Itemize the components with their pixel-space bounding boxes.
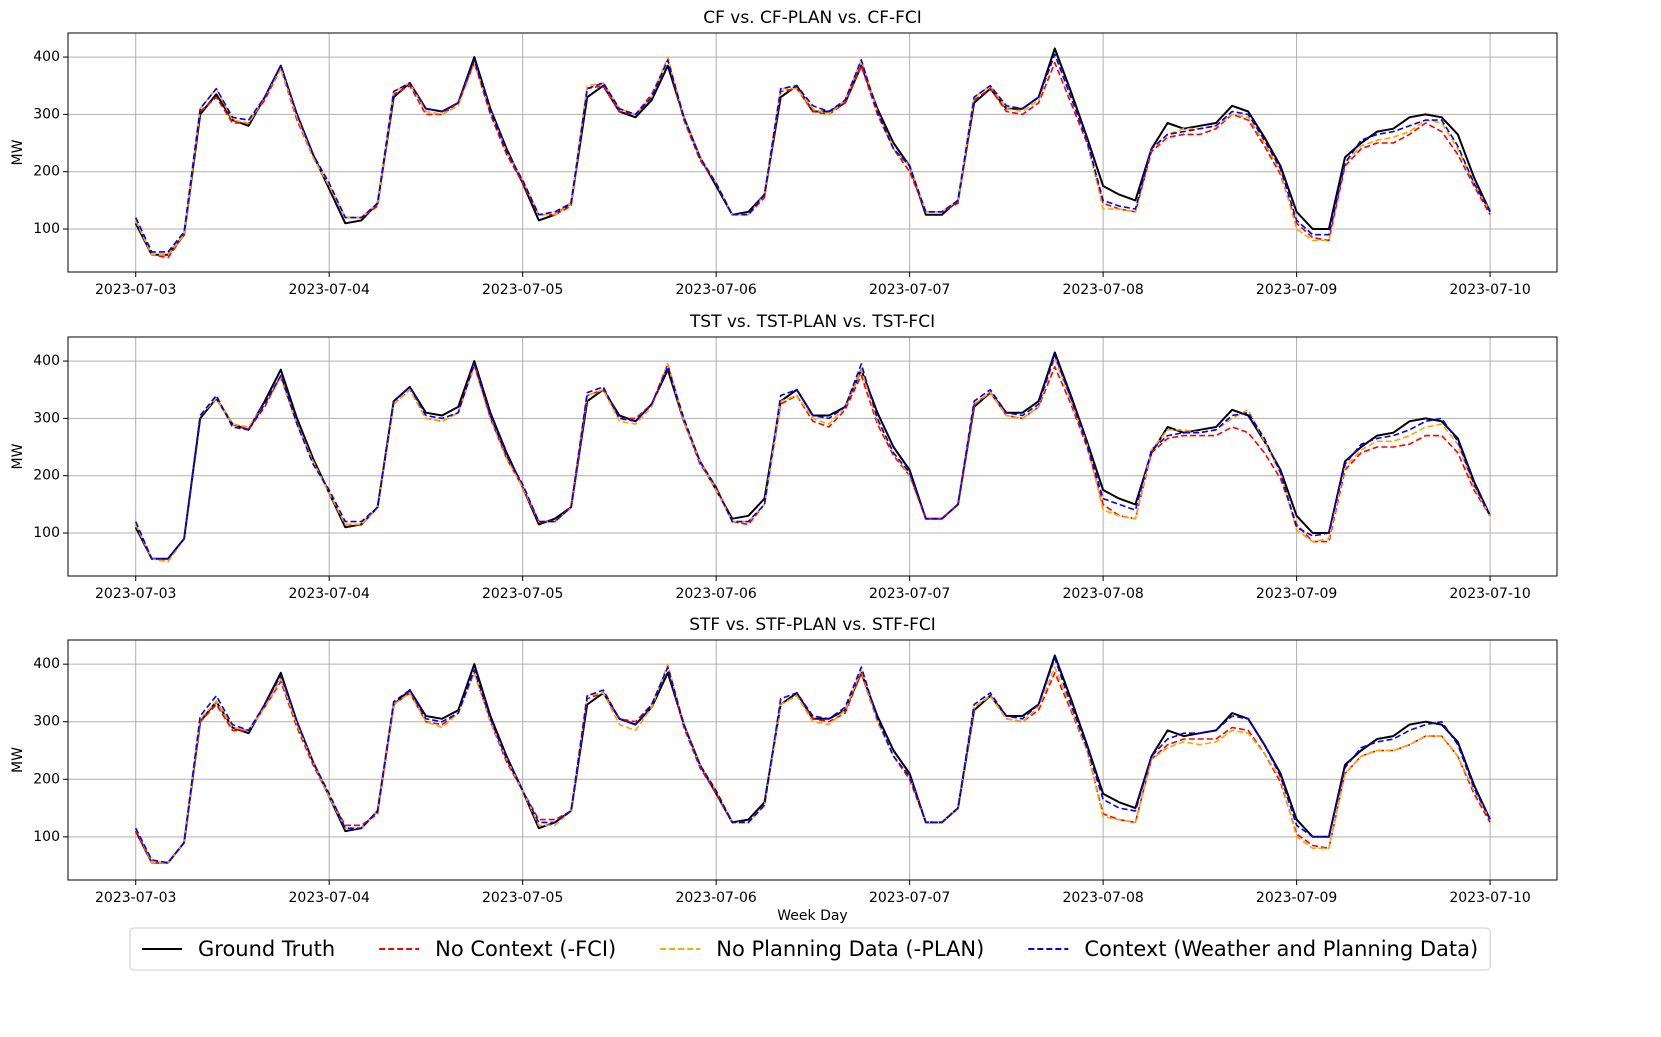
x-tick-label: 2023-07-06 xyxy=(675,586,756,602)
y-axis-label: MW xyxy=(10,443,26,469)
y-tick-label: 400 xyxy=(33,353,60,369)
y-axis-label: MW xyxy=(10,139,26,165)
series-line xyxy=(134,657,1491,864)
y-tick-label: 300 xyxy=(33,714,60,730)
series-line xyxy=(134,363,1491,563)
x-tick-label: 2023-07-08 xyxy=(1062,890,1143,906)
plot-area xyxy=(68,640,1557,880)
y-tick-label: 300 xyxy=(33,410,60,426)
series-line xyxy=(134,53,1491,253)
x-tick-label: 2023-07-09 xyxy=(1256,586,1337,602)
x-tick-label: 2023-07-04 xyxy=(289,586,370,602)
x-tick-label: 2023-07-08 xyxy=(1062,282,1143,298)
x-tick-label: 2023-07-10 xyxy=(1449,282,1530,298)
y-tick-label: 300 xyxy=(33,106,60,122)
x-tick-label: 2023-07-10 xyxy=(1449,890,1530,906)
x-tick-label: 2023-07-03 xyxy=(95,282,176,298)
x-axis-label: Week Day xyxy=(777,908,847,924)
y-tick-label: 200 xyxy=(33,771,60,787)
legend-label: No Planning Data (-PLAN) xyxy=(716,937,984,961)
y-tick-label: 200 xyxy=(33,468,60,484)
x-tick-label: 2023-07-09 xyxy=(1256,282,1337,298)
y-tick-label: 100 xyxy=(33,221,60,237)
y-tick-label: 100 xyxy=(33,829,60,845)
x-tick-label: 2023-07-07 xyxy=(869,282,950,298)
x-tick-label: 2023-07-04 xyxy=(289,890,370,906)
legend-label: No Context (-FCI) xyxy=(435,937,616,961)
legend: Ground Truth No Context (-FCI) No Planning… xyxy=(129,927,1491,971)
panel: 2023-07-03 2023-07-04 2023-07-05 2023-07-06… xyxy=(10,8,1558,298)
legend-label: Ground Truth xyxy=(198,937,335,961)
x-tick-label: 2023-07-06 xyxy=(675,282,756,298)
x-tick-label: 2023-07-09 xyxy=(1256,890,1337,906)
x-tick-label: 2023-07-07 xyxy=(869,890,950,906)
legend-label: Context (Weather and Planning Data) xyxy=(1084,937,1478,961)
x-tick-label: 2023-07-03 xyxy=(95,586,176,602)
y-tick-label: 400 xyxy=(33,49,60,65)
y-tick-label: 200 xyxy=(33,164,60,180)
panel: 2023-07-03 2023-07-04 2023-07-05 2023-07-06… xyxy=(10,615,1558,924)
x-tick-label: 2023-07-05 xyxy=(482,586,563,602)
x-tick-label: 2023-07-06 xyxy=(675,890,756,906)
chart-title: TST vs. TST-PLAN vs. TST-FCI xyxy=(689,312,935,332)
x-tick-label: 2023-07-05 xyxy=(482,282,563,298)
chart-title: CF vs. CF-PLAN vs. CF-FCI xyxy=(703,8,922,28)
legend-frame xyxy=(129,927,1491,971)
series-line xyxy=(134,357,1491,563)
series-line xyxy=(134,354,1491,560)
panel: 2023-07-03 2023-07-04 2023-07-05 2023-07-06… xyxy=(10,312,1558,602)
x-tick-label: 2023-07-05 xyxy=(482,890,563,906)
x-tick-label: 2023-07-07 xyxy=(869,586,950,602)
chart-title: STF vs. STF-PLAN vs. STF-FCI xyxy=(689,615,936,635)
y-tick-label: 400 xyxy=(33,656,60,672)
y-axis-label: MW xyxy=(10,747,26,773)
x-tick-label: 2023-07-03 xyxy=(95,890,176,906)
plot-frame xyxy=(67,32,1558,273)
x-tick-label: 2023-07-08 xyxy=(1062,586,1143,602)
x-tick-label: 2023-07-10 xyxy=(1449,586,1530,602)
plot-frame xyxy=(67,336,1558,577)
y-tick-label: 100 xyxy=(33,525,60,541)
plot-area xyxy=(68,33,1557,272)
plot-frame xyxy=(67,639,1558,881)
x-tick-label: 2023-07-04 xyxy=(289,282,370,298)
plot-area xyxy=(68,337,1557,576)
